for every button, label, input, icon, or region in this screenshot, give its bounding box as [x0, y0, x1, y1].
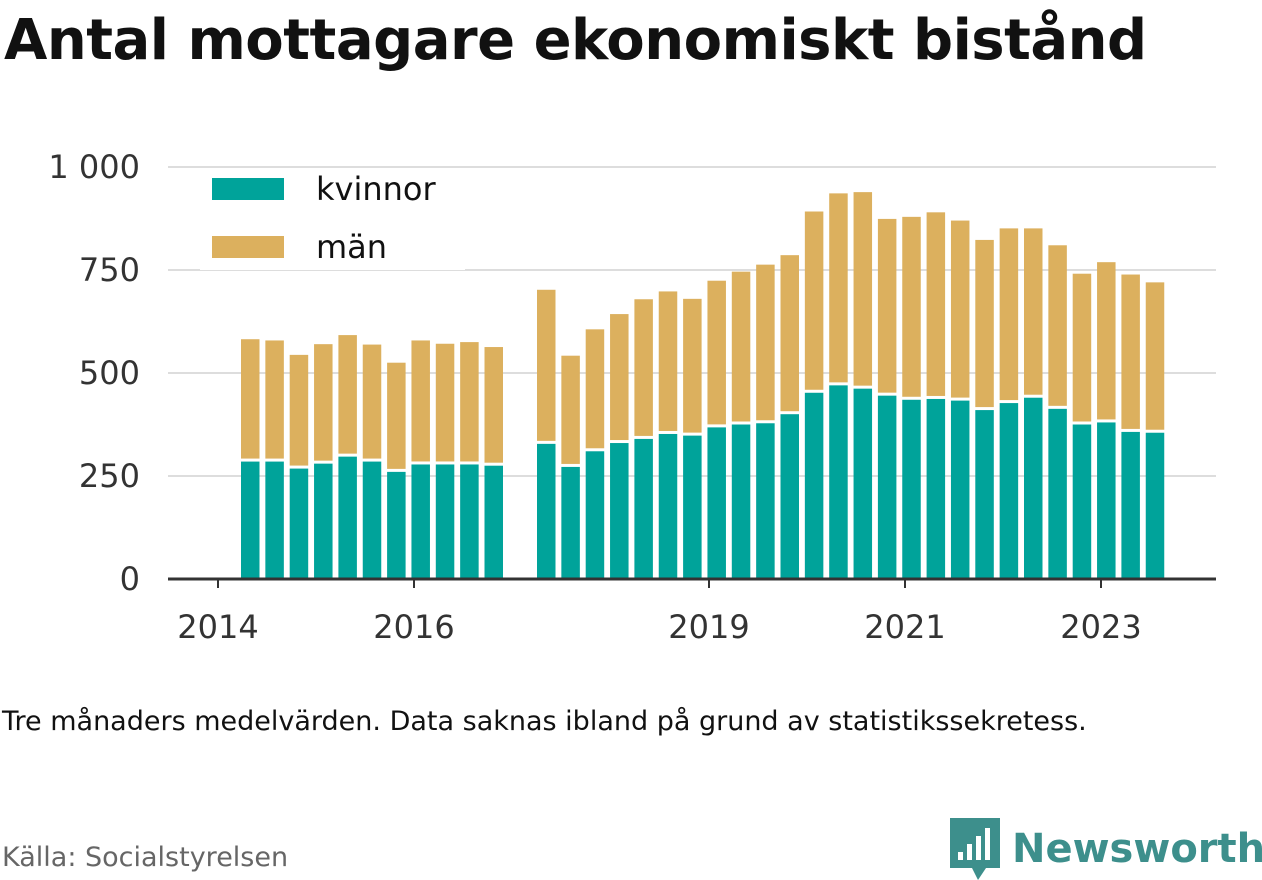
bar-kvinnor: [585, 451, 605, 579]
bar-kvinnor: [950, 400, 970, 579]
y-tick-label: 1 000: [48, 148, 140, 186]
bar-man: [484, 347, 503, 463]
bar-kvinnor: [1121, 431, 1140, 579]
bar-kvinnor: [1145, 432, 1165, 579]
bar-man: [1048, 245, 1067, 406]
bar-kvinnor: [1048, 408, 1067, 579]
bar-man: [707, 280, 726, 425]
bar-kvinnor: [314, 463, 333, 579]
bar-kvinnor: [537, 443, 556, 579]
bar-kvinnor: [1072, 424, 1092, 579]
bar-man: [1072, 273, 1092, 422]
bar-man: [387, 362, 406, 469]
stacked-bar-chart: 0 250 500 750 1 000 2014 2016 2019 2021 2023 kvinn…: [48, 148, 1216, 646]
bar-kvinnor: [804, 392, 824, 579]
bar-kvinnor: [877, 395, 897, 579]
bar-kvinnor: [338, 456, 357, 579]
bar-kvinnor: [707, 427, 726, 579]
bar-kvinnor: [853, 388, 873, 579]
chart-note: Tre månaders medelvärden. Data saknas ib…: [2, 706, 1087, 737]
bar-kvinnor: [780, 414, 799, 579]
y-tick-label: 0: [120, 560, 140, 598]
bar-kvinnor: [241, 461, 260, 579]
bar-man: [1121, 274, 1140, 429]
bar-kvinnor: [561, 466, 580, 579]
bar-kvinnor: [731, 424, 751, 579]
x-tick-label: 2021: [864, 608, 945, 646]
x-tick-label: 2023: [1060, 608, 1141, 646]
chart-title: Antal mottagare ekonomiskt bistånd: [4, 8, 1147, 73]
x-tick-label: 2014: [177, 608, 258, 646]
bar-kvinnor: [1024, 397, 1043, 579]
bar-man: [829, 193, 848, 383]
bar-man: [314, 344, 333, 461]
bar-kvinnor: [902, 399, 921, 579]
bar-kvinnor: [926, 398, 946, 579]
bar-man: [756, 264, 775, 421]
bar-man: [537, 289, 556, 441]
bar-man: [585, 329, 605, 449]
bar-kvinnor: [435, 464, 455, 579]
bar-man: [780, 255, 799, 412]
newsworthy-logo-icon: [950, 818, 1000, 880]
bar-kvinnor: [610, 443, 629, 579]
bar-man: [926, 212, 946, 396]
legend-swatch: [212, 236, 284, 258]
bar-man: [902, 216, 921, 397]
source-label: Källa: Socialstyrelsen: [2, 842, 289, 873]
bar-kvinnor: [683, 435, 702, 579]
bar-man: [804, 211, 824, 390]
bar-kvinnor: [634, 438, 653, 579]
bar-kvinnor: [362, 461, 382, 579]
bar-man: [999, 228, 1019, 401]
bar-man: [411, 340, 430, 462]
bar-man: [561, 355, 580, 464]
bar-man: [683, 298, 702, 433]
bar-man: [1024, 228, 1043, 395]
bar-kvinnor: [460, 464, 479, 579]
bar-man: [241, 339, 260, 459]
bar-kvinnor: [411, 464, 430, 579]
bar-kvinnor: [484, 465, 503, 579]
bar-man: [731, 271, 751, 422]
bar-kvinnor: [999, 403, 1019, 579]
legend-label: män: [316, 228, 387, 266]
bar-man: [950, 220, 970, 398]
legend-label: kvinnor: [316, 170, 437, 208]
bar-man: [877, 218, 897, 393]
legend-swatch: [212, 178, 284, 200]
bar-kvinnor: [658, 433, 678, 579]
brand-logo[interactable]: Newsworthy: [950, 818, 1262, 880]
bar-kvinnor: [1097, 422, 1116, 579]
bar-kvinnor: [756, 423, 775, 579]
bar-man: [265, 340, 284, 459]
bar-man: [610, 314, 629, 441]
bar-man: [1097, 262, 1116, 420]
bar-man: [853, 192, 873, 386]
bar-man: [975, 239, 994, 408]
bar-man: [634, 299, 653, 436]
y-tick-label: 250: [79, 457, 140, 495]
bar-kvinnor: [387, 471, 406, 579]
y-tick-label: 750: [79, 251, 140, 289]
bar-man: [435, 343, 455, 462]
brand-name: Newsworthy: [1012, 826, 1262, 872]
bar-man: [1145, 282, 1165, 430]
bar-kvinnor: [975, 410, 994, 579]
bar-kvinnor: [829, 385, 848, 579]
bar-man: [338, 335, 357, 454]
y-tick-label: 500: [79, 354, 140, 392]
bar-man: [362, 344, 382, 459]
x-tick-label: 2019: [668, 608, 749, 646]
bar-kvinnor: [289, 468, 309, 579]
bar-kvinnor: [265, 461, 284, 579]
bar-man: [289, 354, 309, 466]
x-tick-label: 2016: [373, 608, 454, 646]
bar-man: [460, 342, 479, 462]
bar-man: [658, 291, 678, 431]
